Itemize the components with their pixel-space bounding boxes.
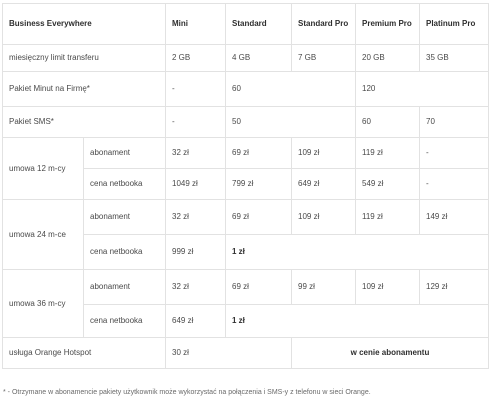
- table-row-minutes: Pakiet Minut na Firmę* - 60 120: [2, 71, 489, 107]
- row-label-minutes: Pakiet Minut na Firmę*: [2, 71, 166, 107]
- table-row-36m-subscription: umowa 36 m-cy abonament 32 zł 69 zł 99 z…: [2, 269, 489, 338]
- header-row: Business Everywhere Mini Standard Standa…: [2, 3, 489, 45]
- table-row-sms: Pakiet SMS* - 50 60 70: [2, 106, 489, 138]
- plan-header-premium-pro: Premium Pro: [355, 3, 420, 45]
- cell-minutes-premium-group: 120: [355, 71, 489, 107]
- table-row-transfer: miesięczny limit transferu 2 GB 4 GB 7 G…: [2, 44, 489, 72]
- cell-minutes-standard-group: 60: [225, 71, 356, 107]
- plan-header-standard-pro: Standard Pro: [291, 3, 356, 45]
- row-label-sms: Pakiet SMS*: [2, 106, 166, 138]
- cell-24m-net-mini: 999 zł: [165, 234, 226, 270]
- cell-sms-standard-group: 50: [225, 106, 356, 138]
- cell-24m-sub-mini: 32 zł: [165, 199, 226, 235]
- cell-12m-net-standard: 799 zł: [225, 168, 292, 200]
- cell-transfer-premium-pro: 20 GB: [355, 44, 420, 72]
- row-label-hotspot: usługa Orange Hotspot: [2, 337, 166, 369]
- cell-transfer-platinum-pro: 35 GB: [419, 44, 489, 72]
- table-row-hotspot: usługa Orange Hotspot 30 zł w cenie abon…: [2, 337, 489, 369]
- cell-24m-net-others: 1 zł: [225, 234, 489, 270]
- cell-36m-sub-platinum-pro: 129 zł: [419, 269, 489, 305]
- cell-sms-platinum-pro: 70: [419, 106, 489, 138]
- cell-transfer-mini: 2 GB: [165, 44, 226, 72]
- row-label-contract-12: umowa 12 m-cy: [2, 137, 84, 200]
- cell-36m-net-others: 1 zł: [225, 304, 489, 338]
- cell-12m-sub-standard: 69 zł: [225, 137, 292, 169]
- cell-12m-sub-mini: 32 zł: [165, 137, 226, 169]
- cell-24m-sub-premium-pro: 119 zł: [355, 199, 420, 235]
- table-row-12m-subscription: umowa 12 m-cy abonament 32 zł 69 zł 109 …: [2, 137, 489, 200]
- cell-24m-sub-platinum-pro: 149 zł: [419, 199, 489, 235]
- cell-12m-sub-platinum-pro: -: [419, 137, 489, 169]
- table-row-24m-subscription: umowa 24 m-ce abonament 32 zł 69 zł 109 …: [2, 199, 489, 270]
- table-row-36m-netbook: cena netbooka 649 zł 1 zł: [3, 304, 489, 338]
- cell-12m-net-mini: 1049 zł: [165, 168, 226, 200]
- pricing-table: Business Everywhere Mini Standard Standa…: [2, 3, 489, 369]
- cell-hotspot-others: w cenie abonamentu: [291, 337, 489, 369]
- sublabel-12m-netbook: cena netbooka: [83, 168, 166, 200]
- cell-36m-sub-standard-pro: 99 zł: [291, 269, 356, 305]
- cell-24m-sub-standard-pro: 109 zł: [291, 199, 356, 235]
- plan-header-mini: Mini: [165, 3, 226, 45]
- cell-transfer-standard-pro: 7 GB: [291, 44, 356, 72]
- cell-12m-net-premium-pro: 549 zł: [355, 168, 420, 200]
- cell-12m-net-standard-pro: 649 zł: [291, 168, 356, 200]
- sublabel-36m-netbook: cena netbooka: [83, 304, 166, 338]
- sublabel-24m-netbook: cena netbooka: [83, 234, 166, 270]
- cell-12m-sub-premium-pro: 119 zł: [355, 137, 420, 169]
- table-row-12m-netbook: cena netbooka 1049 zł 799 zł 649 zł 549 …: [3, 168, 489, 200]
- sublabel-36m-subscription: abonament: [83, 269, 166, 305]
- table-title: Business Everywhere: [2, 3, 166, 45]
- footnote: * - Otrzymane w abonamencie pakiety użyt…: [3, 389, 371, 396]
- sublabel-12m-subscription: abonament: [83, 137, 166, 169]
- cell-minutes-mini: -: [165, 71, 226, 107]
- table-row-24m-netbook: cena netbooka 999 zł 1 zł: [3, 234, 489, 270]
- sublabel-24m-subscription: abonament: [83, 199, 166, 235]
- cell-sms-premium-pro: 60: [355, 106, 420, 138]
- cell-36m-sub-premium-pro: 109 zł: [355, 269, 420, 305]
- cell-24m-sub-standard: 69 zł: [225, 199, 292, 235]
- cell-sms-mini: -: [165, 106, 226, 138]
- row-label-contract-36: umowa 36 m-cy: [2, 269, 84, 338]
- cell-36m-sub-mini: 32 zł: [165, 269, 226, 305]
- cell-36m-sub-standard: 69 zł: [225, 269, 292, 305]
- cell-12m-sub-standard-pro: 109 zł: [291, 137, 356, 169]
- plan-header-platinum-pro: Platinum Pro: [419, 3, 489, 45]
- cell-36m-net-mini: 649 zł: [165, 304, 226, 338]
- cell-hotspot-mini-standard: 30 zł: [165, 337, 292, 369]
- plan-header-standard: Standard: [225, 3, 292, 45]
- row-label-contract-24: umowa 24 m-ce: [2, 199, 84, 270]
- row-label-transfer: miesięczny limit transferu: [2, 44, 166, 72]
- cell-12m-net-platinum-pro: -: [419, 168, 489, 200]
- cell-transfer-standard: 4 GB: [225, 44, 292, 72]
- pricing-table-container: Business Everywhere Mini Standard Standa…: [2, 3, 489, 369]
